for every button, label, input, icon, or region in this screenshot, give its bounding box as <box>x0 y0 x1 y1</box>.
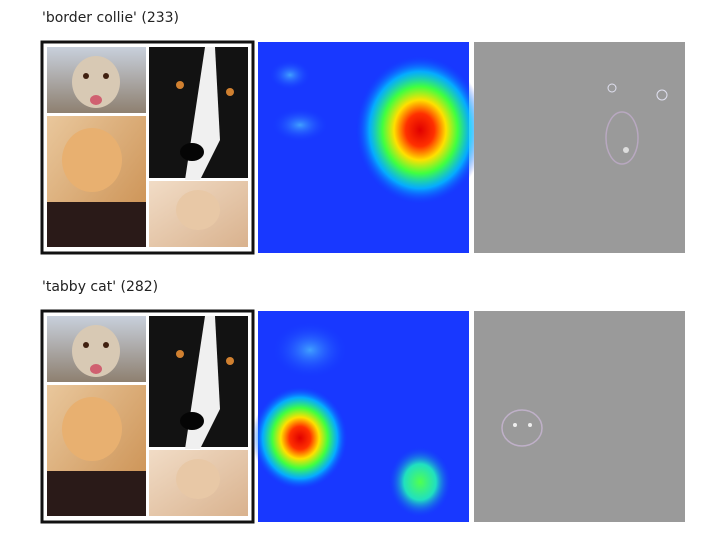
guided-backprop <box>474 42 685 253</box>
result-row: 'border collie' (233) <box>40 10 685 255</box>
gradcam-heatmap <box>258 42 485 253</box>
gradcam-heatmap <box>252 311 469 522</box>
result-row: 'tabby cat' (282) <box>40 279 685 524</box>
input-image <box>40 309 255 524</box>
guided-backprop <box>474 311 685 522</box>
row-label: 'tabby cat' (282) <box>42 279 158 295</box>
input-image <box>40 40 255 255</box>
row-label: 'border collie' (233) <box>42 10 179 26</box>
